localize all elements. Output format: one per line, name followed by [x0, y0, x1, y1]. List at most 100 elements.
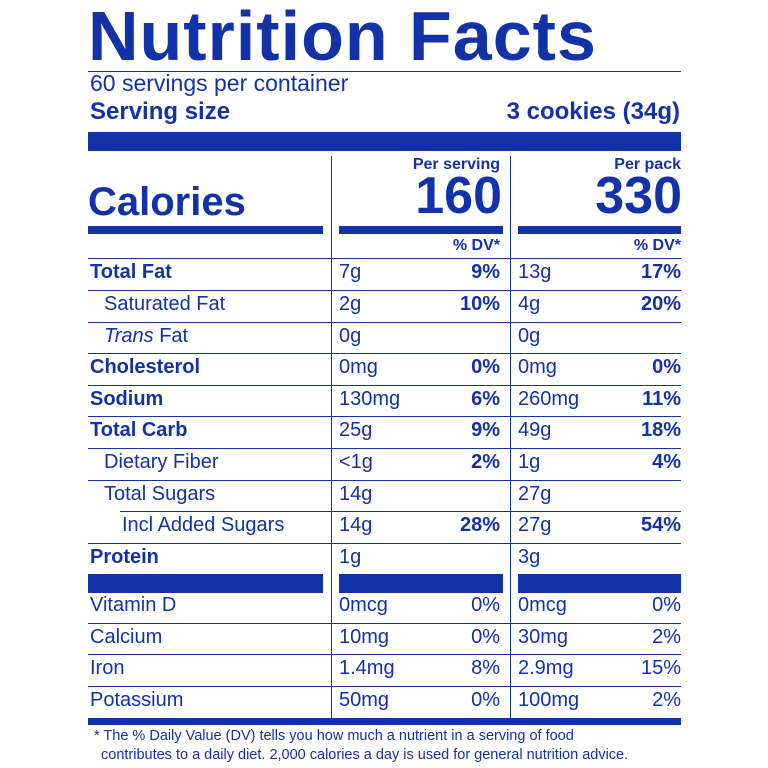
serving-size-label: Serving size — [90, 98, 231, 125]
serving-dv: 0% — [471, 626, 500, 648]
nutrient-name: Sodium — [90, 388, 164, 410]
pack-amount: 260mg — [518, 388, 580, 410]
servings-per-container: 60 servings per container — [90, 70, 349, 96]
nutrient-name: Total Fat — [90, 261, 172, 283]
pack-amount: 27g — [518, 514, 552, 536]
per-pack-header: Per pack — [614, 156, 681, 173]
pack-amount: 49g — [518, 419, 552, 441]
table-row-added-sugars: Incl Added Sugars 14g 28% 27g 54% — [0, 512, 768, 543]
table-row-cholesterol: Cholesterol 0mg 0% 0mg 0% — [0, 354, 768, 385]
serving-dv: 10% — [459, 293, 500, 315]
pack-dv: 2% — [652, 626, 681, 648]
pack-amount: 2.9mg — [518, 657, 574, 679]
nutrient-name: Vitamin D — [90, 594, 177, 616]
serving-amount: 1g — [339, 546, 362, 568]
calories-rule-left — [88, 226, 323, 234]
pack-dv: 4% — [652, 451, 681, 473]
nutrient-name: Cholesterol — [90, 356, 201, 378]
pack-dv: 54% — [640, 514, 681, 536]
serving-dv: 9% — [471, 419, 500, 441]
table-row-trans-fat: Trans Fat 0g 0g — [0, 323, 768, 354]
pack-dv: 18% — [640, 419, 681, 441]
footnote-rule — [88, 718, 681, 725]
nutrient-name: Total Carb — [90, 419, 188, 441]
serving-amount: 0mg — [339, 356, 378, 378]
row-divider — [88, 353, 681, 354]
row-divider — [88, 480, 681, 481]
pack-amount: 0mg — [518, 356, 557, 378]
table-row-total-carb: Total Carb 25g 9% 49g 18% — [0, 417, 768, 448]
row-divider — [88, 686, 681, 687]
serving-amount: <1g — [339, 451, 373, 473]
dv-header-pack: % DV* — [633, 237, 681, 254]
table-row-total-fat: Total Fat 7g 9% 13g 17% — [0, 259, 768, 290]
row-divider — [88, 448, 681, 449]
table-row-dietary-fiber: Dietary Fiber <1g 2% 1g 4% — [0, 449, 768, 480]
serving-amount: 0mcg — [339, 594, 388, 616]
pack-amount: 100mg — [518, 689, 580, 711]
row-divider — [88, 623, 681, 624]
pack-amount: 27g — [518, 483, 552, 505]
serving-amount: 130mg — [339, 388, 401, 410]
pack-amount: 3g — [518, 546, 541, 568]
table-row-total-sugars: Total Sugars 14g 27g — [0, 481, 768, 512]
vitamin-bar-mid — [339, 574, 503, 593]
table-row-iron: Iron 1.4mg 8% 2.9mg 15% — [0, 655, 768, 686]
row-divider — [88, 258, 681, 259]
serving-amount: 50mg — [339, 689, 390, 711]
column-divider-2 — [510, 156, 511, 718]
nutrient-name: Total Sugars — [104, 483, 216, 505]
serving-size-value: 3 cookies (34g) — [506, 98, 680, 125]
table-row-vitamin-d: Vitamin D 0mcg 0% 0mcg 0% — [0, 592, 768, 623]
nutrient-name: Calcium — [90, 626, 163, 648]
row-divider — [88, 290, 681, 291]
serving-dv: 0% — [471, 594, 500, 616]
calories-per-pack: 330 — [595, 167, 682, 225]
pack-dv: 0% — [652, 594, 681, 616]
calories-rule-right — [518, 226, 681, 234]
thick-bar-top — [88, 132, 681, 151]
pack-amount: 1g — [518, 451, 541, 473]
trans-italic: Trans — [104, 325, 154, 347]
pack-amount: 30mg — [518, 626, 569, 648]
pack-amount: 4g — [518, 293, 541, 315]
row-divider — [88, 654, 681, 655]
serving-amount: 7g — [339, 261, 362, 283]
pack-dv: 20% — [640, 293, 681, 315]
vitamin-bar-left — [88, 574, 323, 593]
calories-per-serving: 160 — [415, 167, 502, 225]
table-row-calcium: Calcium 10mg 0% 30mg 2% — [0, 624, 768, 655]
nutrient-name: Protein — [90, 546, 159, 568]
serving-dv: 6% — [471, 388, 500, 410]
serving-dv: 0% — [471, 689, 500, 711]
table-row-sodium: Sodium 130mg 6% 260mg 11% — [0, 386, 768, 417]
vitamin-bar-right — [518, 574, 681, 593]
calories-rule-mid — [339, 226, 503, 234]
label-title: Nutrition Facts — [88, 0, 597, 75]
pack-amount: 0g — [518, 325, 541, 347]
table-row-saturated-fat: Saturated Fat 2g 10% 4g 20% — [0, 291, 768, 322]
serving-dv: 8% — [471, 657, 500, 679]
row-divider — [88, 322, 681, 323]
nutrient-name: Trans Fat — [104, 325, 188, 348]
serving-dv: 0% — [471, 356, 500, 378]
pack-dv: 15% — [640, 657, 681, 679]
table-row-potassium: Potassium 50mg 0% 100mg 2% — [0, 687, 768, 718]
serving-amount: 14g — [339, 483, 373, 505]
serving-dv: 28% — [459, 514, 500, 536]
nutrient-name: Incl Added Sugars — [122, 514, 285, 536]
table-row-protein: Protein 1g 3g — [0, 544, 768, 575]
pack-dv: 11% — [642, 388, 681, 410]
fat-word: Fat — [153, 325, 189, 347]
pack-dv: 2% — [652, 689, 681, 711]
serving-amount: 0g — [339, 325, 362, 347]
nutrient-name: Saturated Fat — [104, 293, 226, 315]
row-divider — [88, 385, 681, 386]
serving-dv: 2% — [471, 451, 500, 473]
title-divider — [88, 71, 681, 72]
nutrient-name: Dietary Fiber — [104, 451, 219, 473]
nutrient-name: Iron — [90, 657, 125, 679]
footnote-line-2: contributes to a daily diet. 2,000 calor… — [101, 747, 629, 763]
calories-label: Calories — [88, 180, 246, 224]
serving-amount: 1.4mg — [339, 657, 395, 679]
